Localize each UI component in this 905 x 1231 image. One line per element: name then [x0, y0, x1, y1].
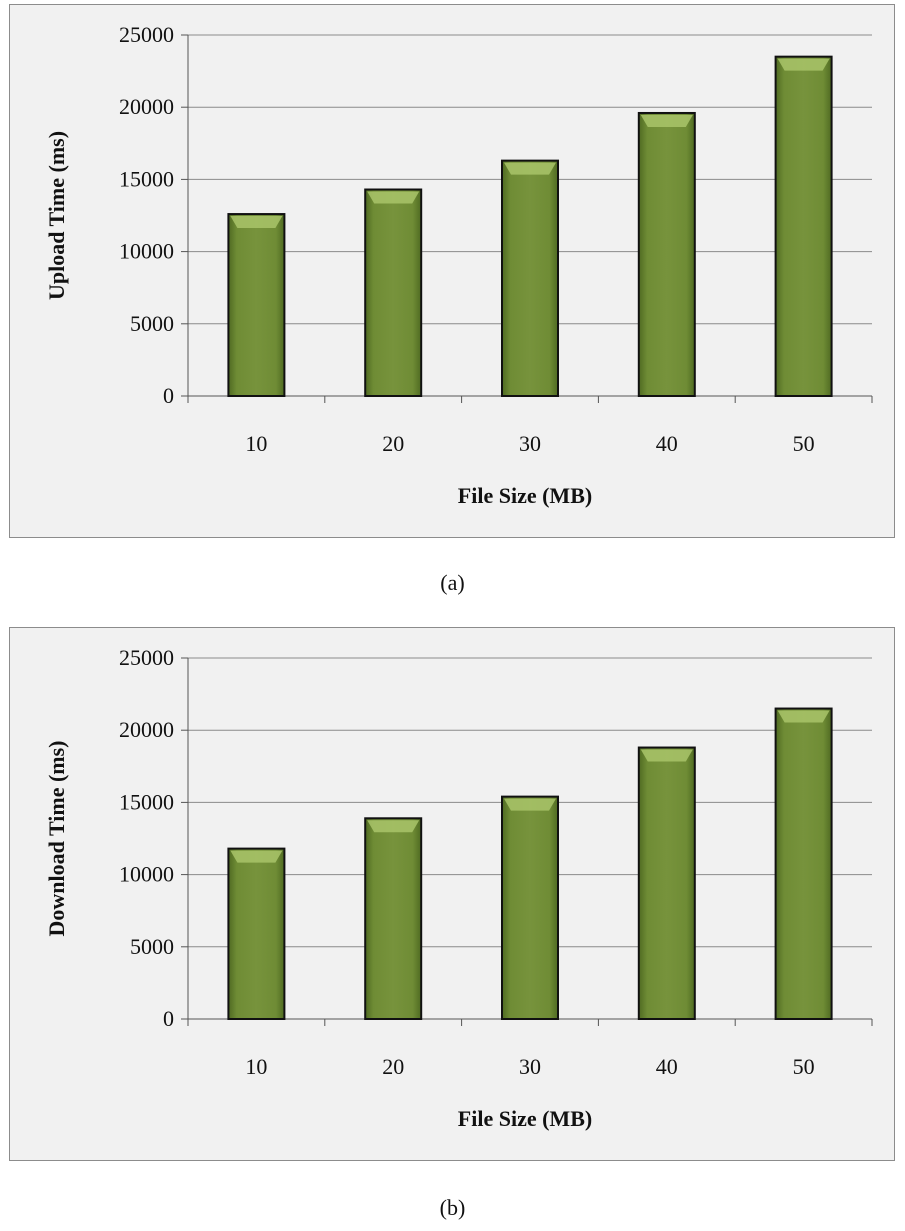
bar-50: [774, 55, 833, 397]
download-chart: 0 5000 10000 15000 20000 25000 10 20 30 40 50 File …: [44, 645, 873, 1131]
x-tick-label: 20: [382, 1054, 404, 1079]
bar-bevel: [230, 216, 283, 229]
y-tick-label: 0: [163, 1006, 174, 1031]
x-tick-label: 40: [656, 1054, 678, 1079]
y-tick-label: 5000: [130, 311, 174, 336]
bar-50: [774, 707, 833, 1020]
bar-10: [227, 847, 286, 1020]
x-tick-label: 40: [656, 431, 678, 456]
x-tick-label: 30: [519, 1054, 541, 1079]
caption-b: (b): [439, 1195, 466, 1220]
y-tick-label: 10000: [119, 239, 174, 264]
bar-bevel: [367, 191, 420, 204]
bar-20: [364, 817, 423, 1020]
bar-bevel: [640, 114, 693, 127]
bar-bevel: [777, 710, 830, 723]
bar-bevel: [640, 749, 693, 762]
upload-chart-panel: 0 5000 10000 15000 20000 25000 10 20 30 40 50 File …: [9, 4, 895, 538]
y-axis-title: Upload Time (ms): [44, 131, 69, 300]
bar-30: [501, 795, 559, 1020]
y-tick-label: 25000: [119, 645, 174, 670]
y-tick-label: 25000: [119, 22, 174, 47]
bar-bevel: [230, 850, 283, 863]
upload-chart: 0 5000 10000 15000 20000 25000 10 20 30 40 50 File …: [44, 22, 873, 508]
y-tick-label: 10000: [119, 862, 174, 887]
bar-20: [364, 188, 423, 397]
y-tick-label: 20000: [119, 94, 174, 119]
bar-bevel: [504, 162, 556, 175]
x-tick-label: 50: [793, 1054, 815, 1079]
x-axis-title: File Size (MB): [458, 1106, 592, 1131]
x-tick-label: 50: [793, 431, 815, 456]
bar-bevel: [367, 820, 420, 833]
bar-40: [637, 111, 696, 397]
bar-30: [501, 159, 559, 397]
y-axis-title: Download Time (ms): [44, 741, 69, 937]
bar-40: [637, 746, 696, 1020]
caption-a: (a): [440, 570, 465, 595]
bar-10: [227, 213, 286, 397]
x-tick-label: 10: [245, 431, 267, 456]
x-tick-label: 30: [519, 431, 541, 456]
y-tick-label: 20000: [119, 717, 174, 742]
x-tick-label: 10: [245, 1054, 267, 1079]
y-tick-label: 0: [163, 383, 174, 408]
bar-bevel: [777, 58, 830, 71]
x-tick-label: 20: [382, 431, 404, 456]
bar-bevel: [504, 798, 556, 811]
y-tick-label: 15000: [119, 789, 174, 814]
y-tick-label: 15000: [119, 166, 174, 191]
y-tick-label: 5000: [130, 934, 174, 959]
x-axis-title: File Size (MB): [458, 483, 592, 508]
download-chart-panel: 0 5000 10000 15000 20000 25000 10 20 30 40 50 File …: [9, 627, 895, 1161]
